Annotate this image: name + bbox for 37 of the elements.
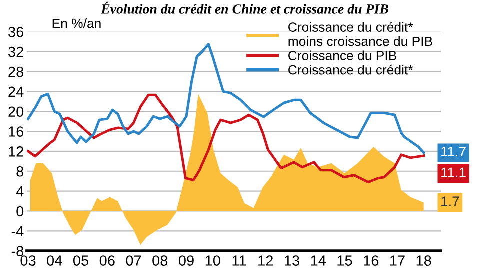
- x-tick-label: 16: [364, 256, 379, 266]
- chart-title: Évolution du crédit en Chine et croissance du PIB: [100, 2, 388, 14]
- x-tick-label: 13: [284, 256, 300, 266]
- y-tick-label: 36: [8, 27, 24, 38]
- x-tick-label: 06: [100, 256, 115, 266]
- y-axis-title: En %/an: [52, 18, 101, 28]
- y-tick-label: 24: [8, 86, 24, 97]
- y-tick-label: 32: [8, 46, 24, 58]
- y-tick-label: 4: [16, 186, 24, 197]
- y-tick-label: 8: [16, 166, 24, 177]
- x-tick-label: 14: [311, 256, 326, 266]
- y-tick-label: -8: [12, 246, 24, 257]
- x-tick-label: 05: [73, 256, 89, 266]
- x-tick-label: 15: [338, 256, 352, 266]
- line-series: [27, 94, 426, 184]
- data-label: 11.1: [442, 168, 466, 178]
- y-tick-label: 20: [8, 106, 24, 118]
- legend-label: Croissance du crédit* moins croissance du PIB: [288, 22, 432, 46]
- x-tick-label: 04: [47, 256, 62, 266]
- data-label: 11.7: [442, 146, 466, 157]
- legend-label: Croissance du crédit*: [288, 64, 414, 75]
- x-tick-label: 17: [390, 256, 405, 266]
- y-tick-label: 28: [8, 66, 24, 78]
- y-tick-label: 0: [16, 206, 24, 217]
- x-tick-label: 08: [152, 256, 168, 266]
- x-tick-label: 11: [232, 256, 246, 266]
- y-tick-label: 12: [9, 146, 24, 157]
- x-tick-label: 07: [126, 256, 142, 266]
- x-tick-label: 18: [416, 256, 432, 266]
- y-tick-label: -4: [12, 226, 24, 236]
- y-tick-label: 16: [9, 126, 24, 137]
- x-tick-label: 12: [258, 256, 273, 266]
- x-tick-label: 03: [20, 256, 36, 266]
- data-label: 1.7: [442, 196, 460, 206]
- legend-label: Croissance du PIB: [288, 50, 396, 60]
- x-tick-label: 09: [178, 256, 194, 266]
- x-tick-label: 10: [206, 256, 220, 266]
